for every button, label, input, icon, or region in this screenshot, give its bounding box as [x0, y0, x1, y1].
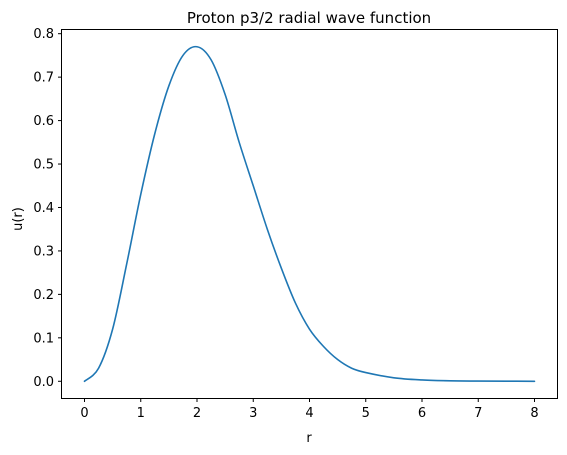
- y-tick-label: 0.4: [33, 201, 54, 216]
- plot-area: [61, 29, 558, 399]
- y-axis: 0.0 0.1 0.2 0.3 0.4 0.5 0.6 0.7 0.8: [33, 27, 62, 390]
- x-tick-label: 0: [80, 406, 88, 421]
- y-tick-label: 0.2: [33, 288, 54, 303]
- x-axis: 0 1 2 3 4 5 6 7 8: [80, 398, 539, 421]
- y-tick-label: 0.1: [33, 331, 54, 346]
- y-tick-label: 0.5: [33, 158, 54, 173]
- x-tick-label: 3: [249, 406, 257, 421]
- x-axis-label: r: [306, 431, 312, 446]
- x-tick-label: 5: [362, 406, 370, 421]
- x-tick-label: 1: [137, 406, 145, 421]
- x-tick-label: 2: [193, 406, 201, 421]
- y-tick-label: 0.0: [33, 375, 54, 390]
- x-tick-label: 6: [418, 406, 426, 421]
- chart-title: Proton p3/2 radial wave function: [187, 9, 431, 27]
- y-tick-label: 0.6: [33, 114, 54, 129]
- x-tick-label: 7: [474, 406, 482, 421]
- y-tick-label: 0.3: [33, 244, 54, 259]
- y-axis-label: u(r): [11, 207, 26, 231]
- series-line: [83, 45, 536, 383]
- plot-frame: [61, 29, 558, 399]
- x-tick-label: 4: [305, 406, 313, 421]
- y-tick-label: 0.7: [33, 71, 54, 86]
- y-tick-label: 0.8: [33, 27, 54, 42]
- x-tick-label: 8: [530, 406, 538, 421]
